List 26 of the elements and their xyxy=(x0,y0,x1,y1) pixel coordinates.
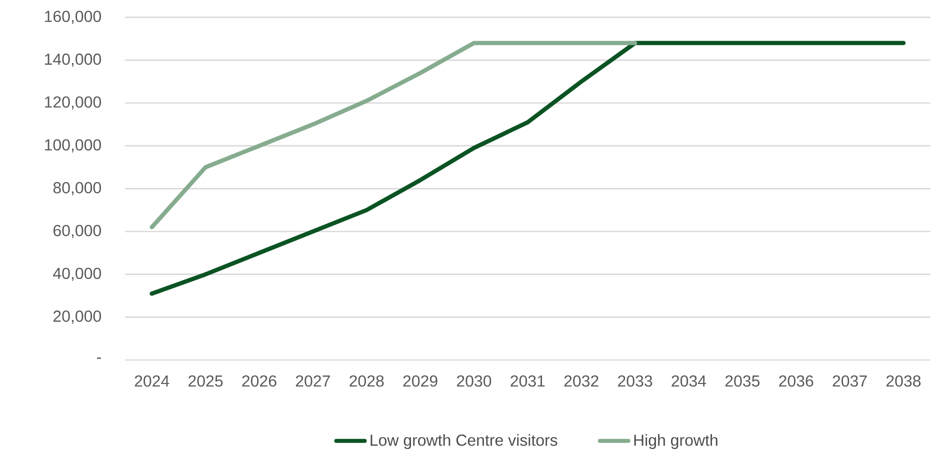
x-tick-label: 2032 xyxy=(564,375,598,387)
x-tick-label: 2038 xyxy=(886,375,921,387)
x-tick-label: 2029 xyxy=(403,375,438,387)
y-tick-label: 60,000 xyxy=(54,224,102,238)
x-tick-label: 2037 xyxy=(832,375,867,387)
x-tick-label: 2024 xyxy=(134,375,170,387)
y-tick-label: 80,000 xyxy=(53,182,102,196)
x-tick-label: 2027 xyxy=(296,375,330,387)
y-tick-label: 100,000 xyxy=(45,139,102,152)
legend-label: Low growth Centre visitors xyxy=(370,434,558,450)
legend-label: High growth xyxy=(634,434,718,450)
y-tick-label: 160,000 xyxy=(45,10,102,24)
y-tick-label: - xyxy=(97,358,101,359)
x-tick-label: 2031 xyxy=(510,375,545,387)
x-tick-label: 2025 xyxy=(188,375,223,387)
x-tick-label: 2030 xyxy=(456,375,492,387)
x-tick-label: 2035 xyxy=(725,375,760,387)
x-tick-label: 2026 xyxy=(242,375,276,387)
y-tick-label: 120,000 xyxy=(45,96,102,110)
y-tick-label: 40,000 xyxy=(53,268,102,281)
y-tick-label: 20,000 xyxy=(53,310,102,324)
x-tick-label: 2034 xyxy=(672,375,706,387)
x-tick-label: 2028 xyxy=(350,375,384,387)
x-tick-label: 2036 xyxy=(779,375,814,387)
x-tick-label: 2033 xyxy=(618,375,652,387)
y-tick-label: 140,000 xyxy=(45,54,102,67)
